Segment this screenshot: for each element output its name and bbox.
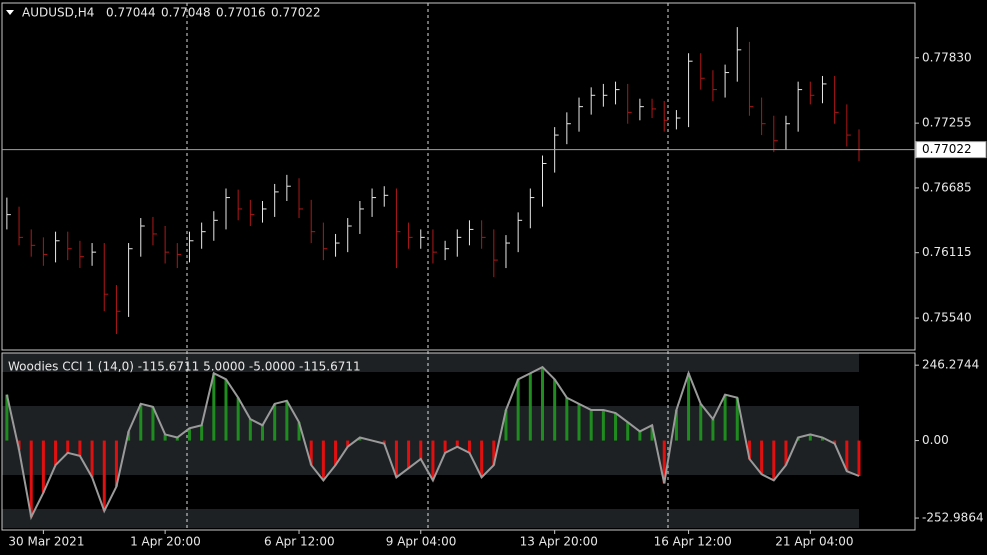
histogram-bar xyxy=(297,422,301,441)
histogram-bar xyxy=(650,425,654,441)
histogram-bar xyxy=(577,403,581,441)
menu-triangle[interactable] xyxy=(6,10,14,15)
histogram-bar xyxy=(285,400,289,441)
histogram-bar xyxy=(662,440,666,484)
x-tick-label: 16 Apr 12:00 xyxy=(654,535,732,549)
histogram-bar xyxy=(528,373,532,441)
histogram-bar xyxy=(419,440,423,459)
histogram-bar xyxy=(614,413,618,441)
histogram-bar xyxy=(845,440,849,472)
histogram-bar xyxy=(346,440,350,447)
header-value: 0.77044 xyxy=(106,6,156,20)
y-tick-label: 0.77830 xyxy=(922,50,972,64)
histogram-bar xyxy=(553,379,557,441)
histogram-bar xyxy=(443,440,447,453)
histogram-bar xyxy=(431,440,435,481)
histogram-bar xyxy=(455,440,459,447)
histogram-bar xyxy=(760,440,764,475)
x-tick-label: 1 Apr 20:00 xyxy=(130,535,201,549)
header-value: 0.77048 xyxy=(161,6,211,20)
histogram-bar xyxy=(163,434,167,441)
histogram-bar xyxy=(78,440,82,456)
histogram-bar xyxy=(187,428,191,441)
histogram-bar xyxy=(66,440,70,453)
histogram-bar xyxy=(504,409,508,441)
histogram-bar xyxy=(492,440,496,466)
histogram-bar xyxy=(139,403,143,441)
histogram-bar xyxy=(407,440,411,469)
histogram-bar xyxy=(747,440,751,459)
histogram-bar xyxy=(212,373,216,441)
x-tick-label: 13 Apr 20:00 xyxy=(520,535,598,549)
histogram-bar xyxy=(784,440,788,466)
x-tick-label: 21 Apr 04:00 xyxy=(775,535,853,549)
last-price-box xyxy=(915,141,987,159)
y-tick-label: 0.76115 xyxy=(922,245,972,259)
histogram-bar xyxy=(833,440,837,444)
x-tick-label: 9 Apr 04:00 xyxy=(386,535,457,549)
histogram-bar xyxy=(382,440,386,444)
x-tick-label: 6 Apr 12:00 xyxy=(264,535,335,549)
x-tick-label: 30 Mar 2021 xyxy=(8,535,84,549)
y-tick-label: 0.75540 xyxy=(922,311,972,325)
histogram-bar xyxy=(236,397,240,441)
histogram-bar xyxy=(175,437,179,441)
price-pane-border xyxy=(1,2,916,351)
histogram-bar xyxy=(90,440,94,478)
histogram-bar xyxy=(224,379,228,441)
histogram-bar xyxy=(358,437,362,441)
histogram-bar xyxy=(467,440,471,453)
histogram-bar xyxy=(601,409,605,441)
histogram-bar xyxy=(638,431,642,441)
level-band xyxy=(2,406,859,475)
histogram-bar xyxy=(102,440,106,512)
y-tick-label: 0.00 xyxy=(922,433,949,447)
histogram-bar xyxy=(820,437,824,441)
histogram-bar xyxy=(151,406,155,441)
histogram-bar xyxy=(674,409,678,441)
histogram-bar xyxy=(273,403,277,441)
y-tick-label: -252.9864 xyxy=(922,511,984,525)
last-price-label: 0.77022 xyxy=(922,142,972,156)
level-band xyxy=(2,509,859,528)
histogram-bar xyxy=(480,440,484,478)
histogram-bar xyxy=(699,403,703,441)
histogram-bar xyxy=(200,425,204,441)
histogram-bar xyxy=(248,419,252,441)
histogram-bar xyxy=(723,394,727,441)
histogram-bar xyxy=(687,373,691,441)
histogram-bar xyxy=(261,425,265,441)
histogram-bar xyxy=(540,367,544,441)
histogram-bar xyxy=(29,440,33,518)
histogram-bar xyxy=(41,440,45,493)
histogram-bar xyxy=(735,397,739,441)
histogram-bar xyxy=(309,440,313,466)
histogram-bar xyxy=(808,434,812,441)
histogram-bar xyxy=(565,397,569,441)
histogram-bar xyxy=(334,440,338,466)
histogram-bar xyxy=(589,409,593,441)
histogram-bar xyxy=(114,440,118,487)
y-tick-label: 246.2744 xyxy=(922,358,979,372)
indicator-title: Woodies CCI 1 (14,0) -115.6711 5.0000 -5… xyxy=(8,360,361,374)
y-tick-label: 0.76685 xyxy=(922,180,972,194)
level-band xyxy=(2,353,859,372)
cci-line xyxy=(5,365,860,521)
histogram-bar xyxy=(857,440,861,477)
header-value: 0.77016 xyxy=(216,6,266,20)
indicator-pane-border xyxy=(1,352,916,531)
histogram-bar xyxy=(516,379,520,441)
histogram-bar xyxy=(711,419,715,441)
histogram-bar xyxy=(626,422,630,441)
histogram-bar xyxy=(5,394,9,441)
y-tick-label: 0.77255 xyxy=(922,116,972,130)
histogram-bar xyxy=(772,440,776,481)
histogram-bar xyxy=(321,440,325,481)
symbol-title: AUDUSD,H4 xyxy=(22,6,94,20)
header-value: 0.77022 xyxy=(271,6,321,20)
histogram-bar xyxy=(54,440,58,466)
histogram-bar xyxy=(394,440,398,478)
